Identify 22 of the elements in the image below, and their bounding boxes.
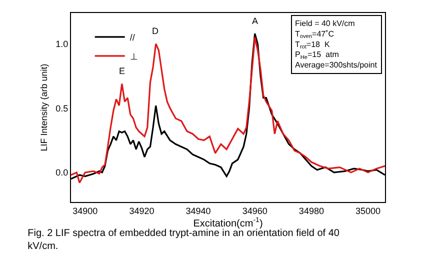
annotation: Average=300shts/point	[295, 60, 378, 70]
x-tick-label: 34980	[298, 206, 324, 216]
x-tick-label: 34900	[72, 206, 98, 216]
x-tick-label: 34920	[129, 206, 154, 216]
annotation: T$_{rot}$=18 K	[295, 40, 330, 50]
legend-label: //	[130, 32, 136, 42]
x-tick-label: 34940	[186, 206, 211, 216]
annotation: Field = 40 kV/cm	[295, 19, 356, 28]
annotation: T$_{oven}$=47˚C	[295, 29, 334, 40]
x-tick-label: 34960	[242, 206, 268, 216]
annotation: A	[252, 16, 258, 26]
y-tick-label: 0.0	[56, 168, 68, 178]
y-tick-label: 0.5	[56, 103, 68, 114]
x-tick-label: 35000	[356, 206, 381, 216]
legend-label: ⊥	[130, 51, 138, 62]
annotation: E	[119, 66, 126, 76]
y-tick-label: 1.0	[56, 39, 68, 50]
x-axis-title: Excitation(cm$^{-1}$)	[193, 217, 263, 230]
text: Fig. 2 LIF spectra of embedded trypt-amine in an orientation field of 40 kV/cm.	[28, 228, 340, 252]
annotation: D	[152, 26, 159, 36]
y-axis-title: LIF Intensity (arb unit)	[39, 64, 50, 152]
annotation: P$_{He}$=15 atm	[295, 50, 340, 61]
